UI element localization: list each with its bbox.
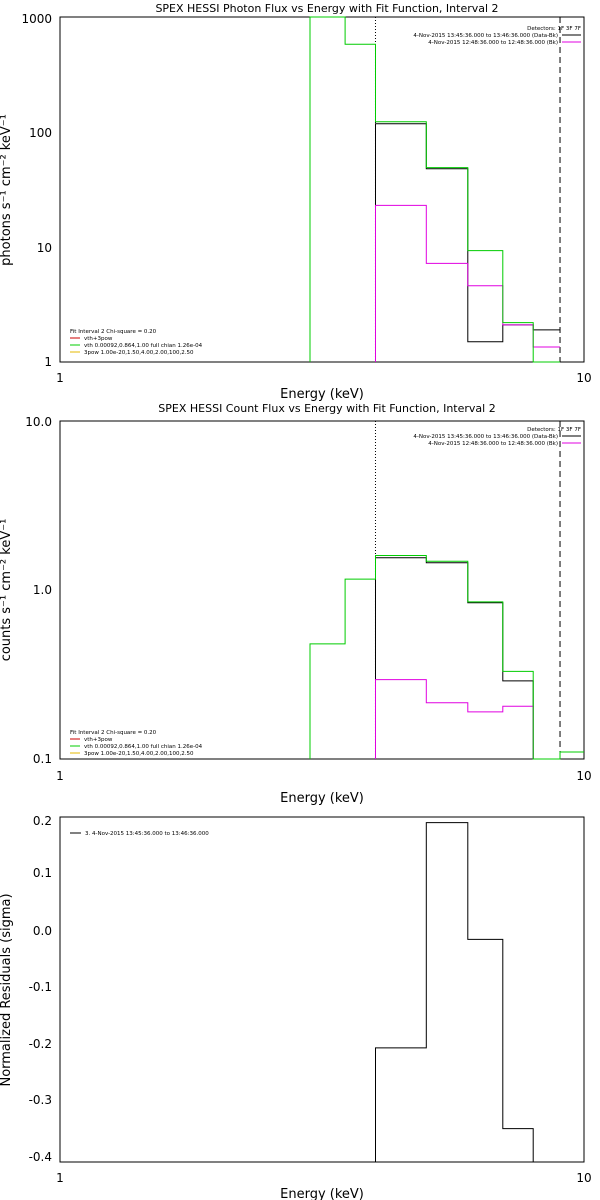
- y-tick-label: -0.4: [29, 1150, 52, 1164]
- panel-title: SPEX HESSI Photon Flux vs Energy with Fi…: [155, 2, 498, 15]
- x-tick-label: 10: [576, 1171, 591, 1185]
- y-tick-label: 1: [44, 355, 52, 369]
- y-tick-label: 1000: [21, 12, 52, 26]
- x-axis-label: Energy (keV): [280, 387, 364, 402]
- x-tick-label: 10: [576, 769, 591, 783]
- time-legend-data: 4-Nov-2015 13:45:36.000 to 13:46:36.000 …: [413, 434, 558, 440]
- residuals-legend-text: 3. 4-Nov-2015 13:45:36.000 to 13:46:36.0…: [85, 831, 209, 837]
- x-tick-label: 10: [576, 371, 591, 385]
- y-axis-label: Normalized Residuals (sigma): [0, 893, 14, 1086]
- fit-legend-line: 3pow 1.00e-20,1.50,4.00,2.00,100,2.50: [84, 751, 194, 757]
- y-tick-label: 0.1: [33, 752, 52, 766]
- y-tick-label: -0.3: [29, 1093, 52, 1107]
- residuals-panel: 1 10 0.2 0.1 0.0 -0.1 -0.2 -0.3 -0.4 Ene…: [0, 814, 592, 1200]
- y-axis-label: photons s⁻¹ cm⁻² keV⁻¹: [0, 114, 14, 266]
- fit-legend-line: Fit Interval 2 Chi-square = 0.20: [70, 329, 157, 335]
- y-tick-label: -0.2: [29, 1037, 52, 1051]
- fit-legend-line: vth+3pow: [84, 737, 113, 743]
- plot-frame: [59, 420, 585, 760]
- x-tick-label: 1: [56, 769, 64, 783]
- detectors-label: Detectors: 1F 3F 7F: [527, 427, 581, 433]
- background-histogram: [375, 679, 560, 760]
- x-axis-label: Energy (keV): [280, 1187, 364, 1200]
- count-flux-panel: SPEX HESSI Count Flux vs Energy with Fit…: [0, 402, 592, 806]
- x-tick-label: 1: [56, 1171, 64, 1185]
- plot-frame: [59, 816, 585, 1163]
- photon-flux-marks: [309, 16, 561, 363]
- panel-title: SPEX HESSI Count Flux vs Energy with Fit…: [158, 402, 495, 415]
- fit-histogram: [309, 16, 560, 363]
- y-tick-label: -0.1: [29, 980, 52, 994]
- y-tick-label: 10.0: [25, 415, 52, 429]
- y-tick-label: 0.1: [33, 866, 52, 880]
- fit-histogram: [309, 555, 584, 760]
- residuals-histogram: [375, 822, 560, 1163]
- plot-frame: [59, 16, 585, 363]
- y-tick-label: 1.0: [33, 583, 52, 597]
- count-flux-marks: [309, 421, 584, 760]
- y-tick-label: 10: [37, 241, 52, 255]
- time-legend-background: 4-Nov-2015 12:48:36.000 to 12:48:36.000 …: [428, 40, 558, 46]
- fit-legend-line: Fit Interval 2 Chi-square = 0.20: [70, 730, 157, 736]
- y-tick-label: 0.2: [33, 814, 52, 828]
- fit-legend-line: vth+3pow: [84, 336, 113, 342]
- fit-legend-line: vth 0.00092,0.864,1.00 full chian 1.26e-…: [84, 343, 203, 349]
- x-axis-label: Energy (keV): [280, 791, 364, 806]
- y-tick-label: 100: [29, 126, 52, 140]
- y-axis-label: counts s⁻¹ cm⁻² keV⁻¹: [0, 519, 14, 662]
- fit-legend-line: 3pow 1.00e-20,1.50,4.00,2.00,100,2.50: [84, 350, 194, 356]
- x-tick-label: 1: [56, 371, 64, 385]
- photon-flux-panel: SPEX HESSI Photon Flux vs Energy with Fi…: [0, 2, 592, 402]
- detectors-label: Detectors: 1F 3F 7F: [527, 26, 581, 32]
- time-legend-data: 4-Nov-2015 13:45:36.000 to 13:46:36.000 …: [413, 33, 558, 39]
- residuals-marks: [375, 822, 560, 1163]
- time-legend-background: 4-Nov-2015 12:48:36.000 to 12:48:36.000 …: [428, 441, 558, 447]
- y-tick-label: 0.0: [33, 924, 52, 938]
- fit-legend-line: vth 0.00092,0.864,1.00 full chian 1.26e-…: [84, 744, 203, 750]
